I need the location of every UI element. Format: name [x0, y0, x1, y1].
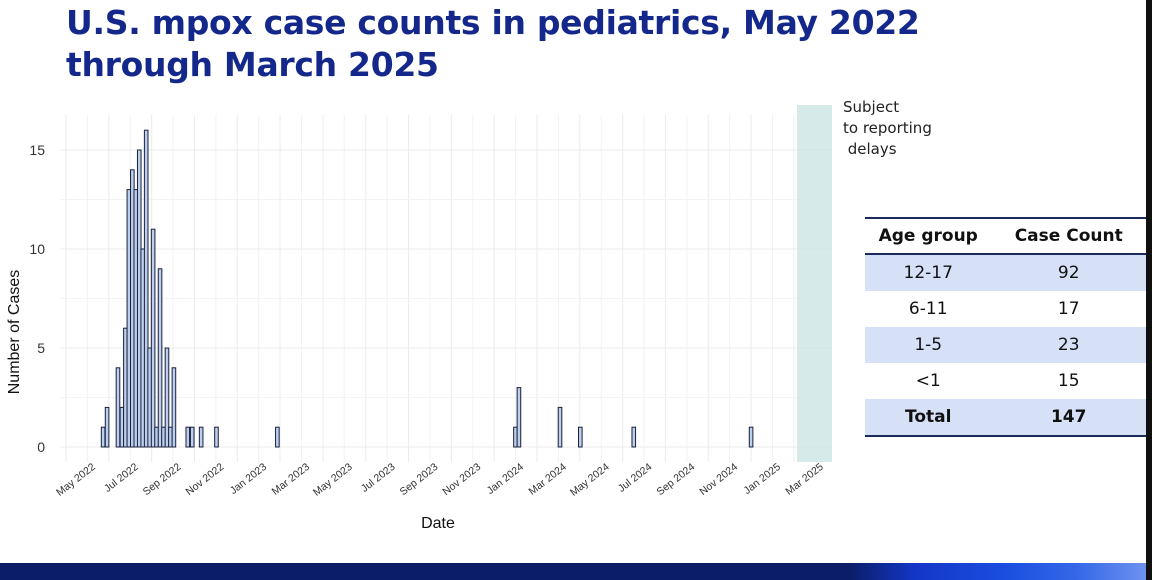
age-cell: 6-11 [908, 299, 948, 319]
x-tick-label: Jul 2024 [616, 461, 655, 495]
chart-bar [631, 426, 637, 448]
y-tick-label: 0 [37, 439, 45, 455]
chart-bar [557, 406, 563, 448]
x-tick-label: Mar 2025 [783, 461, 825, 498]
x-axis-ticks: May 2022 Jul 2022 Sep 2022 Nov 2022 Jan 2023… [54, 461, 826, 499]
x-tick-label: Nov 2024 [697, 461, 740, 498]
age-cell: <1 [915, 371, 941, 391]
age-cell: 12-17 [865, 254, 992, 291]
y-tick-label: 15 [29, 142, 45, 158]
count-cell: 23 [991, 327, 1146, 363]
age-cell: 1-5 [865, 327, 992, 363]
table-row: 1-5 23 [865, 327, 1146, 363]
y-axis-ticks: 0 5 10 15 [29, 142, 45, 455]
chart-bar [104, 406, 110, 448]
count-cell: 17 [1057, 299, 1080, 319]
x-tick-label: Nov 2022 [183, 461, 226, 498]
x-tick-label: Sep 2022 [141, 461, 184, 498]
x-tick-label: Nov 2023 [440, 461, 483, 498]
age-group-header: Age group [865, 217, 992, 255]
chart-bar [198, 426, 204, 448]
reporting-delay-note: Subject to reporting delays [843, 98, 932, 158]
table-header-row: Age group Case Count [865, 217, 1146, 255]
footer-bar [0, 563, 1146, 580]
age-group-table: Age group Case Count 12-17 92 6-11 17 1-… [865, 217, 1146, 437]
x-tick-label: Mar 2023 [270, 461, 312, 498]
x-tick-label: Sep 2023 [398, 461, 441, 498]
x-tick-label: May 2022 [54, 461, 98, 499]
case-count-header: Case Count [991, 217, 1146, 255]
chart-bar [115, 367, 121, 448]
x-tick-label: Jan 2023 [228, 461, 270, 497]
y-tick-label: 10 [29, 241, 45, 257]
chart-bar [164, 347, 170, 448]
y-tick-label: 5 [37, 340, 45, 356]
chart-bar [275, 426, 280, 448]
count-cell: 92 [991, 254, 1146, 291]
x-tick-label: Jul 2022 [102, 461, 141, 495]
x-tick-label: May 2024 [568, 461, 612, 499]
chart-bar [143, 129, 149, 448]
x-tick-label: Mar 2024 [526, 461, 568, 498]
slide-title: U.S. mpox case counts in pediatrics, May… [66, 3, 920, 84]
x-tick-label: Jan 2024 [485, 461, 527, 497]
chart-bar [185, 426, 191, 448]
chart-bar [748, 426, 754, 448]
chart-bar [189, 426, 195, 448]
age-cell: Total [865, 399, 992, 437]
chart-bars [100, 129, 754, 448]
x-tick-label: Jul 2023 [359, 461, 398, 495]
chart-bar [157, 268, 163, 448]
chart-bar [578, 426, 583, 448]
table-total-row: Total 147 [865, 399, 1146, 437]
count-cell: 15 [1057, 371, 1080, 391]
chart-bar [150, 228, 156, 448]
chart-grid [60, 115, 832, 462]
right-edge-strip [1146, 0, 1152, 580]
chart-bar [214, 426, 219, 448]
x-tick-label: May 2023 [311, 461, 355, 499]
x-axis-label: Date [421, 515, 455, 532]
chart-bar [516, 387, 522, 448]
table-row: 12-17 92 [865, 254, 1146, 291]
x-tick-label: Jan 2025 [741, 461, 783, 497]
reporting-delay-shade [797, 105, 832, 462]
y-axis-label: Number of Cases [6, 270, 23, 395]
table-row: <1 15 [865, 363, 1146, 399]
x-tick-label: Sep 2024 [654, 461, 697, 498]
chart-bar [171, 367, 177, 448]
chart-bar [100, 426, 106, 448]
table-row: 6-11 17 [865, 291, 1146, 327]
count-cell: 147 [991, 399, 1146, 437]
